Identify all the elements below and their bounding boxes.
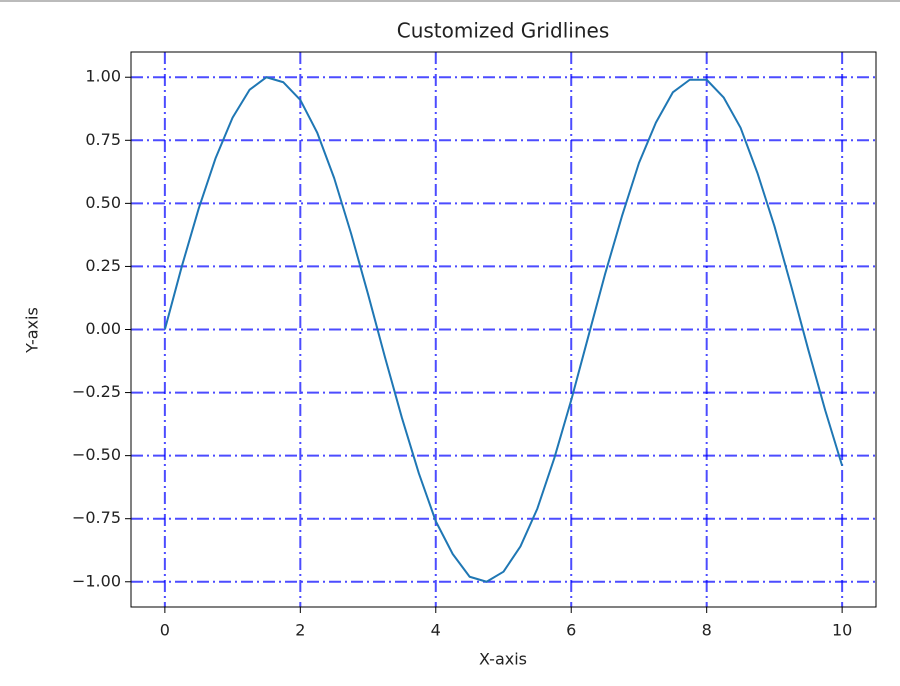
x-tick-label: 10 <box>832 621 852 640</box>
x-tick-label: 6 <box>566 621 576 640</box>
x-tick-label: 4 <box>431 621 441 640</box>
plot-frame <box>130 51 877 608</box>
x-tick-label: 0 <box>160 621 170 640</box>
data-line <box>163 76 844 583</box>
y-tick-label: −0.25 <box>72 382 121 401</box>
y-tick-label: −0.75 <box>72 508 121 527</box>
y-tick-label: 0.25 <box>85 256 121 275</box>
y-tick-label: −0.50 <box>72 445 121 464</box>
x-tick-label: 2 <box>295 621 305 640</box>
y-tick-label: 0.00 <box>85 319 121 338</box>
y-tick-label: 0.50 <box>85 193 121 212</box>
y-tick-label: 0.75 <box>85 130 121 149</box>
x-axis-label: X-axis <box>479 650 527 669</box>
y-axis-label: Y-axis <box>23 307 42 354</box>
chart-title: Customized Gridlines <box>397 19 610 43</box>
y-tick-label: 1.00 <box>85 67 121 86</box>
x-tick-label: 8 <box>702 621 712 640</box>
y-tick-label: −1.00 <box>72 571 121 590</box>
